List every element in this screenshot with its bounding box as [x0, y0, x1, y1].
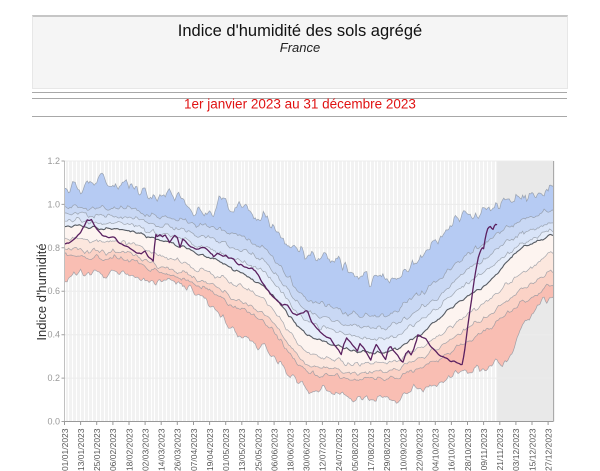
svg-text:France: France [280, 40, 320, 55]
svg-text:28/10/2023: 28/10/2023 [463, 428, 473, 471]
svg-text:0.8: 0.8 [47, 243, 60, 253]
svg-text:06/02/2023: 06/02/2023 [108, 428, 118, 471]
svg-text:0.0: 0.0 [47, 417, 60, 427]
svg-text:01/01/2023: 01/01/2023 [60, 428, 70, 471]
svg-text:24/07/2023: 24/07/2023 [334, 428, 344, 471]
svg-text:0.4: 0.4 [47, 330, 60, 340]
svg-text:26/03/2023: 26/03/2023 [173, 428, 183, 471]
svg-text:04/10/2023: 04/10/2023 [431, 428, 441, 471]
svg-text:02/03/2023: 02/03/2023 [140, 428, 150, 471]
svg-text:06/06/2023: 06/06/2023 [269, 428, 279, 471]
svg-text:18/02/2023: 18/02/2023 [124, 428, 134, 471]
svg-text:0.6: 0.6 [47, 286, 60, 296]
svg-text:29/08/2023: 29/08/2023 [382, 428, 392, 471]
svg-text:07/04/2023: 07/04/2023 [189, 428, 199, 471]
svg-text:15/12/2023: 15/12/2023 [527, 428, 537, 471]
svg-text:30/06/2023: 30/06/2023 [302, 428, 312, 471]
svg-text:05/08/2023: 05/08/2023 [350, 428, 360, 471]
svg-text:09/11/2023: 09/11/2023 [479, 428, 489, 470]
svg-text:03/12/2023: 03/12/2023 [511, 428, 521, 471]
svg-text:25/01/2023: 25/01/2023 [92, 428, 102, 471]
svg-text:1er janvier 2023 au 31 décembr: 1er janvier 2023 au 31 décembre 2023 [184, 97, 416, 112]
svg-text:14/03/2023: 14/03/2023 [157, 428, 167, 471]
svg-text:1.2: 1.2 [47, 156, 60, 166]
svg-text:13/05/2023: 13/05/2023 [237, 428, 247, 471]
svg-text:12/07/2023: 12/07/2023 [318, 428, 328, 471]
svg-text:01/05/2023: 01/05/2023 [221, 428, 231, 471]
svg-text:1.0: 1.0 [47, 199, 60, 209]
svg-text:25/05/2023: 25/05/2023 [253, 428, 263, 471]
svg-text:18/06/2023: 18/06/2023 [286, 428, 296, 471]
svg-text:21/11/2023: 21/11/2023 [495, 428, 505, 470]
svg-text:0.2: 0.2 [47, 373, 60, 383]
svg-text:13/01/2023: 13/01/2023 [76, 428, 86, 471]
svg-text:27/12/2023: 27/12/2023 [543, 428, 553, 471]
svg-text:Indice d'humidité des sols agr: Indice d'humidité des sols agrégé [178, 22, 422, 40]
svg-text:16/10/2023: 16/10/2023 [447, 428, 457, 471]
svg-text:19/04/2023: 19/04/2023 [205, 428, 215, 471]
svg-text:10/09/2023: 10/09/2023 [398, 428, 408, 471]
svg-text:22/09/2023: 22/09/2023 [415, 428, 425, 471]
svg-text:Indice d'humidité: Indice d'humidité [34, 243, 49, 340]
svg-text:17/08/2023: 17/08/2023 [366, 428, 376, 471]
